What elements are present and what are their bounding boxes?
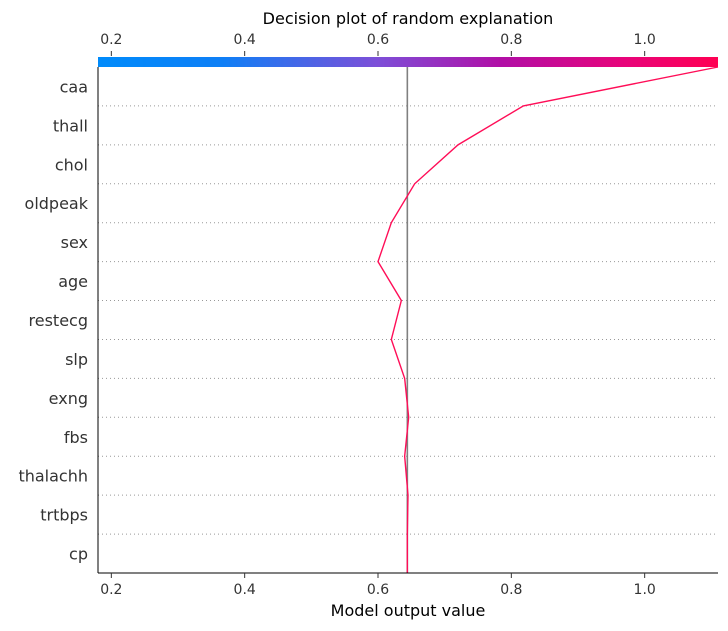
bottom-tick-label: 0.6 <box>367 582 389 598</box>
feature-label-fbs: fbs <box>64 428 88 447</box>
bottom-tick-label: 0.2 <box>100 582 122 598</box>
top-tick-label: 1.0 <box>634 32 656 48</box>
feature-label-thall: thall <box>53 116 88 135</box>
feature-label-cp: cp <box>69 545 88 564</box>
bottom-tick-label: 0.4 <box>234 582 256 598</box>
bottom-tick-label: 1.0 <box>634 582 656 598</box>
feature-gridlines <box>98 105 718 535</box>
feature-labels: caa thall chol oldpeak sex age restecg slp exng f… <box>18 77 88 563</box>
feature-label-restecg: restecg <box>29 311 88 330</box>
x-axis-label: Model output value <box>331 601 486 620</box>
feature-label-thalachh: thalachh <box>18 467 88 486</box>
feature-label-sex: sex <box>61 233 88 252</box>
decision-path-line <box>377 66 719 573</box>
top-tick-label: 0.8 <box>500 32 522 48</box>
top-axis: 0.2 0.4 0.6 0.8 1.0 <box>100 32 656 56</box>
feature-label-exng: exng <box>49 389 88 408</box>
feature-label-trtbps: trtbps <box>40 506 88 525</box>
feature-label-slp: slp <box>65 350 88 369</box>
top-tick-label: 0.2 <box>100 32 122 48</box>
chart-title: Decision plot of random explanation <box>263 9 554 28</box>
colorbar <box>98 57 718 67</box>
feature-label-chol: chol <box>55 155 88 174</box>
bottom-axis: 0.2 0.4 0.6 0.8 1.0 <box>100 573 656 598</box>
feature-label-caa: caa <box>60 77 88 96</box>
top-tick-label: 0.6 <box>367 32 389 48</box>
bottom-tick-label: 0.8 <box>500 582 522 598</box>
feature-label-age: age <box>58 272 88 291</box>
top-tick-label: 0.4 <box>234 32 256 48</box>
feature-label-oldpeak: oldpeak <box>25 194 89 213</box>
